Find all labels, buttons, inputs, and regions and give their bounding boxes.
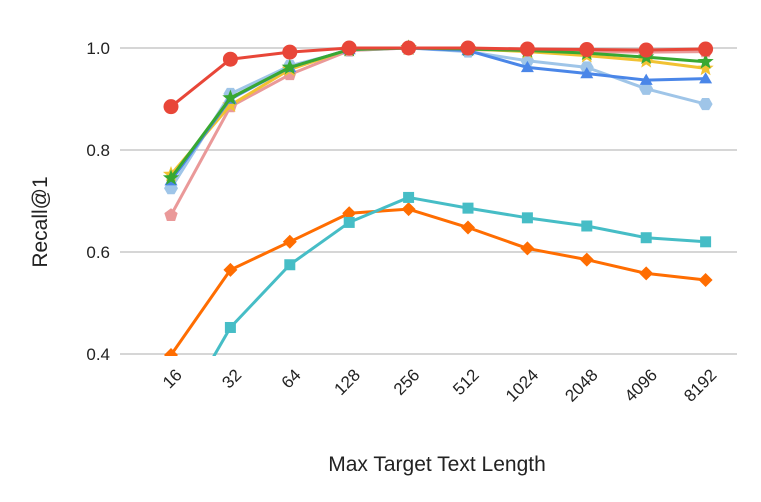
data-point	[520, 54, 535, 67]
data-point	[282, 44, 298, 60]
series	[162, 39, 714, 185]
data-point	[282, 234, 297, 249]
data-point	[284, 259, 296, 271]
x-tick-label: 2048	[561, 365, 601, 405]
data-point	[224, 321, 236, 333]
x-tick-label: 64	[278, 365, 305, 392]
series	[162, 39, 714, 182]
data-point	[581, 220, 593, 232]
series-line	[169, 46, 708, 109]
x-tick-label: 128	[331, 365, 364, 398]
y-axis-ticks: 0.4 0.6 0.8 1.0	[86, 39, 110, 364]
x-tick-label: 32	[218, 365, 245, 392]
data-point	[462, 202, 474, 214]
data-point	[222, 51, 238, 67]
data-point	[698, 98, 713, 111]
data-point	[519, 41, 535, 57]
y-tick-label: 1.0	[86, 39, 110, 58]
data-point	[579, 252, 594, 267]
data-point	[640, 232, 652, 244]
series-line	[169, 207, 708, 356]
data-point	[580, 67, 594, 79]
data-point	[162, 169, 180, 185]
data-point	[639, 82, 654, 95]
data-point	[401, 202, 416, 217]
data-point	[579, 42, 595, 58]
data-point	[342, 206, 357, 221]
y-axis-title: Recall@1	[29, 176, 52, 267]
data-point	[222, 89, 239, 105]
series	[164, 41, 713, 221]
data-point	[281, 58, 298, 75]
y-tick-label: 0.8	[86, 141, 110, 160]
x-tick-label: 512	[449, 365, 482, 398]
data-point	[401, 40, 417, 56]
x-tick-label: 256	[390, 365, 423, 398]
series	[164, 202, 713, 356]
data-point	[222, 96, 239, 112]
data-point	[520, 241, 535, 256]
data-point	[223, 262, 238, 277]
series-line	[169, 46, 708, 180]
data-point	[403, 191, 415, 203]
data-point	[638, 42, 654, 58]
data-point	[163, 99, 179, 115]
data-point	[461, 220, 475, 235]
x-axis-title: Max Target Text Length	[328, 453, 546, 476]
series	[163, 40, 714, 115]
data-point	[164, 208, 178, 221]
data-point	[166, 425, 177, 436]
series-line	[169, 46, 708, 183]
y-tick-label: 0.6	[86, 243, 110, 262]
x-tick-label: 8192	[680, 365, 720, 405]
data-point	[697, 53, 714, 69]
x-tick-label: 1024	[502, 365, 542, 405]
series	[164, 41, 713, 195]
data-point	[639, 266, 654, 281]
y-tick-label: 0.4	[86, 345, 110, 364]
x-tick-label: 16	[159, 365, 186, 392]
plot-area	[162, 39, 714, 436]
data-point	[697, 59, 714, 76]
data-point	[698, 41, 714, 57]
x-tick-label: 4096	[621, 365, 661, 405]
series	[166, 191, 712, 436]
data-point	[343, 216, 355, 228]
data-point	[341, 40, 357, 56]
series-line	[169, 46, 708, 190]
series-line	[212, 195, 708, 356]
data-point	[699, 72, 713, 84]
data-point	[164, 348, 178, 356]
data-point	[520, 60, 534, 73]
data-point	[639, 73, 653, 85]
series-line	[169, 46, 708, 176]
data-point	[698, 273, 713, 288]
series-line	[169, 46, 708, 217]
data-point	[460, 40, 476, 56]
series	[164, 41, 713, 186]
data-point	[521, 212, 533, 224]
x-axis-ticks: 16 32 64 128 256 512 1024 2048 4096 8192	[159, 365, 720, 405]
data-point	[700, 236, 712, 248]
